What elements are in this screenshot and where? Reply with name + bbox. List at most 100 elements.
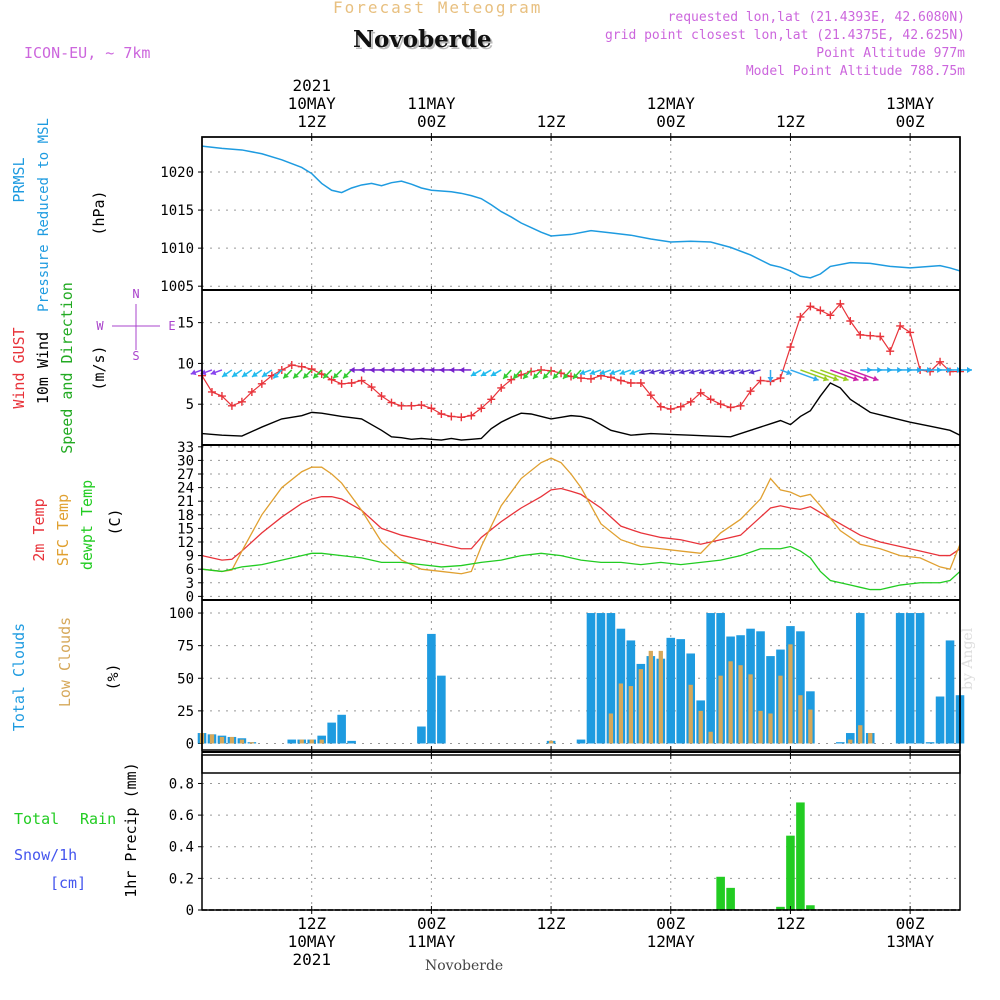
low-cloud-bar — [249, 742, 255, 744]
gust-marker — [227, 401, 236, 410]
wind-arrowhead — [232, 371, 238, 377]
total-cloud-bar — [576, 739, 586, 744]
wind-arrowhead — [190, 369, 197, 376]
gust-marker — [537, 365, 546, 374]
wind-arrowhead — [513, 373, 519, 379]
gust-marker — [936, 357, 945, 366]
wind-arrowhead — [359, 366, 365, 373]
total-cloud-bar — [846, 733, 855, 744]
precip-unit: 1hr Precip (mm) — [122, 762, 140, 897]
total-cloud-bar — [706, 613, 715, 744]
gust-marker — [776, 374, 785, 383]
clouds-unit: (%) — [104, 663, 122, 690]
gust-marker — [686, 397, 695, 406]
gust-marker — [327, 375, 336, 384]
wind-arrowhead — [323, 372, 329, 379]
top-time-label: 10MAY — [288, 94, 337, 113]
gust-marker — [726, 403, 735, 412]
gust-marker — [487, 395, 496, 404]
gust-marker — [517, 370, 526, 379]
wind-arrowhead — [689, 368, 695, 375]
bottom-time-label: 12Z — [776, 914, 805, 933]
model-label: ICON-EU, ~ 7km — [24, 44, 151, 62]
wind-arrowhead — [862, 375, 869, 382]
wind-arrowhead — [699, 368, 705, 375]
total-cloud-bar — [925, 742, 935, 744]
wind-arrowhead — [503, 373, 509, 379]
gust-marker — [616, 376, 625, 385]
bottom-time-label: 2021 — [292, 950, 331, 969]
low-cloud-bar — [618, 683, 624, 744]
pressure-unit: (hPa) — [90, 190, 108, 235]
rain-bar — [796, 802, 805, 910]
subtitle: Forecast Meteogram — [333, 0, 543, 17]
gust-marker — [856, 330, 865, 339]
wind-arrowhead — [738, 368, 745, 375]
wind-arrowhead — [562, 373, 569, 379]
low-cloud-bar — [768, 713, 773, 744]
bottom-time-label: 10MAY — [288, 932, 337, 951]
low-cloud-bar — [688, 684, 693, 744]
temp2m-label: 2m Temp — [30, 498, 48, 561]
gust-marker — [437, 410, 446, 418]
wind-arrowhead — [748, 368, 755, 375]
gust-marker — [846, 317, 855, 325]
low-clouds-label: Low Clouds — [56, 617, 74, 707]
gust-marker — [577, 374, 585, 383]
rain-bar — [806, 905, 815, 910]
total-cloud-bar — [895, 613, 905, 744]
wind-arrowhead — [719, 368, 725, 375]
wind-arrowhead — [313, 372, 319, 379]
y-tick-label: 25 — [177, 704, 194, 720]
y-tick-label: 1005 — [160, 279, 194, 295]
gust-marker — [636, 379, 645, 387]
compass-e: E — [168, 319, 175, 333]
top-time-label: 12Z — [297, 112, 326, 131]
total-cloud-bar — [935, 696, 945, 744]
wind-arrow — [810, 369, 839, 381]
low-cloud-bar — [848, 739, 853, 744]
gust-marker — [367, 383, 376, 392]
total-cloud-bar — [327, 722, 336, 744]
gust-marker — [237, 397, 246, 406]
dewpt-label: dewpt Temp — [78, 480, 96, 570]
gust-marker — [407, 401, 416, 410]
y-tick-label: 33 — [177, 440, 194, 456]
low-cloud-bar — [638, 669, 643, 744]
wind-arrowhead — [812, 375, 819, 382]
wind-arrowhead — [252, 371, 258, 377]
wind-arrowhead — [389, 366, 395, 373]
total-cloud-bar — [606, 613, 616, 744]
y-tick-label: 27 — [177, 467, 194, 483]
top-time-label: 00Z — [896, 112, 925, 131]
low-cloud-bar — [219, 736, 225, 744]
gust-marker — [786, 343, 795, 352]
wind-arrowhead — [480, 370, 487, 377]
wind-arrowhead — [867, 366, 873, 373]
gust-marker — [207, 387, 216, 396]
point-altitude: Point Altitude 977m — [816, 46, 965, 61]
wind-arrowhead — [490, 370, 497, 377]
wind-arrowhead — [728, 368, 735, 375]
gust-marker — [307, 365, 316, 374]
snow-label: Snow/1h — [14, 846, 77, 864]
gust-marker — [816, 306, 825, 315]
gust-marker — [666, 405, 675, 414]
gust-marker — [746, 387, 755, 396]
gust-marker — [836, 299, 845, 308]
low-cloud-bar — [788, 644, 793, 744]
low-cloud-bar — [728, 661, 733, 744]
wind-arrowhead — [379, 366, 385, 373]
gust-marker — [586, 374, 595, 383]
bottom-time-label: 12MAY — [647, 932, 696, 951]
total-cloud-bar — [796, 631, 805, 744]
sfc-temp-line — [201, 457, 961, 575]
gust-marker — [646, 391, 655, 400]
wind-arrowhead — [369, 366, 375, 373]
low-cloud-bar — [648, 650, 653, 744]
gust-marker — [337, 379, 346, 388]
wind-arrowhead — [293, 372, 299, 379]
gust-marker — [626, 379, 635, 387]
wind-arrowhead — [399, 366, 405, 373]
